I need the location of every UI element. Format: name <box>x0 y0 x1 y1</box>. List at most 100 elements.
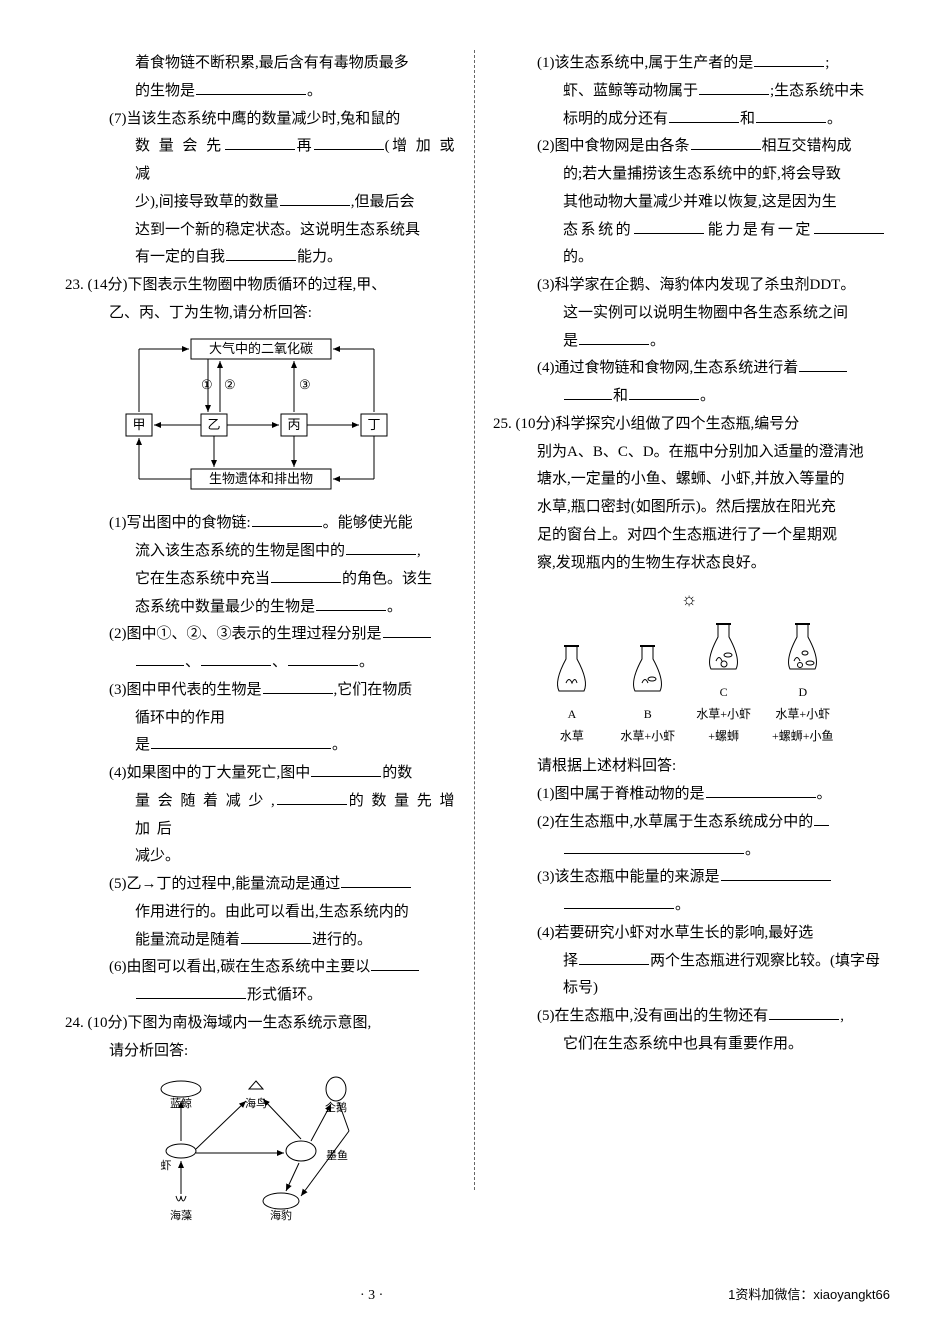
q23-3c: 循环中的作用 <box>65 705 456 733</box>
blank <box>691 135 761 150</box>
c-sub1: 水草+小虾 <box>696 703 751 725</box>
q23-head2: 乙、丙、丁为生物,请分析回答: <box>65 300 456 328</box>
q23-5a: (5)乙→丁的过程中,能量流动是通过 <box>65 871 456 899</box>
q23-4c: 量 会 随 着 减 少 ,的 数 量 先 增 加 后 <box>65 788 456 844</box>
blank <box>277 790 347 805</box>
t: 。 <box>827 111 842 127</box>
blank <box>706 783 816 798</box>
foodweb-svg: 蓝鲸 海鸟 企鹅 虾 墨鱼 海藻 海豹 <box>141 1071 381 1221</box>
q25-5c: 它们在生态系统中也具有重要作用。 <box>493 1031 885 1059</box>
q23-5b: 作用进行的。由此可以看出,生态系统内的 <box>65 899 456 927</box>
t: ;生态系统中未 <box>770 83 864 99</box>
blank <box>699 80 769 95</box>
qie: 企鹅 <box>325 1100 347 1114</box>
blank <box>579 330 649 345</box>
q22-7-b1: 数 量 会 先 <box>135 138 224 154</box>
c-sub2: +螺蛳 <box>696 725 751 747</box>
b-sub: 水草+小虾 <box>620 725 675 747</box>
blank <box>225 135 295 150</box>
haibao: 海豹 <box>270 1208 292 1221</box>
q23-5c: 能量流动是随着进行的。 <box>65 927 456 955</box>
q24-head: 24. (10分)下图为南极海域内一生态系统示意图, <box>65 1010 456 1038</box>
q22-7-b2: 再 <box>296 138 313 154</box>
t: 虾、蓝鲸等动物属于 <box>563 83 698 99</box>
blank <box>341 873 411 888</box>
t: 相互交错构成 <box>762 138 852 154</box>
d-sub1: 水草+小虾 <box>772 703 834 725</box>
blank <box>564 894 674 909</box>
blank <box>754 52 824 67</box>
q24-1e: 标明的成分还有和。 <box>493 106 885 134</box>
a-top: A <box>544 703 599 725</box>
page-number: · 3 · <box>360 1283 383 1309</box>
t: 是 <box>563 333 578 349</box>
q25-h6: 察,发现瓶内的生物生存状态良好。 <box>493 550 885 578</box>
q23-3a: (3)图中甲代表的生物是,它们在物质 <box>65 677 456 705</box>
t: 。 <box>359 654 374 670</box>
blank <box>288 651 358 666</box>
t: 。 <box>675 897 690 913</box>
blank <box>136 651 184 666</box>
topbox-text: 大气中的二氧化碳 <box>208 341 312 356</box>
t: (1)图中属于脊椎动物的是 <box>537 786 705 802</box>
bing: 丙 <box>287 417 300 432</box>
blank <box>280 191 350 206</box>
t: (4)通过食物链和食物网,生态系统进行着 <box>537 360 798 376</box>
t: , <box>417 543 421 559</box>
flask-c: C 水草+小虾 +螺蛳 <box>696 619 751 748</box>
q24-4a: (4)通过食物链和食物网,生态系统进行着 <box>493 355 885 383</box>
t: 是 <box>135 737 150 753</box>
left-column: 着食物链不断积累,最后含有有毒物质最多 的生物是。 (7)当该生态系统中鹰的数量… <box>50 50 475 1190</box>
q25-1: (1)图中属于脊椎动物的是。 <box>493 781 885 809</box>
flask-d: D 水草+小虾 +螺蛳+小鱼 <box>772 619 834 748</box>
q24-2c: 的;若大量捕捞该生态系统中的虾,将会导致 <box>493 161 885 189</box>
flask-b: B 水草+小虾 <box>620 641 675 748</box>
q25-intro: 请根据上述材料回答: <box>493 753 885 781</box>
t: (1)该生态系统中,属于生产者的是 <box>537 55 753 71</box>
q24-head2: 请分析回答: <box>65 1038 456 1066</box>
t: 两个生态瓶进行观察比较。(填字母 <box>650 953 880 969</box>
n1: ① <box>201 377 213 392</box>
q25-3b: 。 <box>493 892 885 920</box>
blank <box>564 385 612 400</box>
q24-1a: (1)该生态系统中,属于生产者的是; <box>493 50 885 78</box>
q24-4b: 和。 <box>493 383 885 411</box>
q23-6b: 形式循环。 <box>65 982 456 1010</box>
diagram-23: 大气中的二氧化碳 生物遗体和排出物 甲 乙 丙 丁 ① <box>65 334 456 505</box>
q22-7-e1: 有一定的自我 <box>135 249 225 265</box>
t: 。 <box>745 842 760 858</box>
q23-2a: (2)图中①、②、③表示的生理过程分别是 <box>65 621 456 649</box>
jia: 甲 <box>132 417 145 432</box>
blank <box>263 679 333 694</box>
diagram-25: ☼ A 水草 B 水草+小虾 C 水 <box>493 583 885 747</box>
t: 。 <box>650 333 665 349</box>
t: 它在生态系统中充当 <box>135 571 270 587</box>
t: (5)在生态瓶中,没有画出的生物还有 <box>537 1008 768 1024</box>
q23-1g: 态系统中数量最少的生物是。 <box>65 594 456 622</box>
q22-cont-2b: 。 <box>307 83 322 99</box>
blank <box>634 219 704 234</box>
q25-h2: 别为A、B、C、D。在瓶中分别加入适量的澄清池 <box>493 439 885 467</box>
blank <box>311 762 381 777</box>
sun-icon: ☼ <box>493 583 885 616</box>
diagram-24: 蓝鲸 海鸟 企鹅 虾 墨鱼 海藻 海豹 <box>65 1071 456 1232</box>
t: ,它们在物质 <box>334 682 413 698</box>
blank <box>669 108 739 123</box>
q23-4a: (4)如果图中的丁大量死亡,图中的数 <box>65 760 456 788</box>
t: 流入该生态系统的生物是图中的 <box>135 543 345 559</box>
q25-2b: 。 <box>493 837 885 865</box>
t: (1)写出图中的食物链: <box>109 515 251 531</box>
blank <box>271 568 341 583</box>
q25-4b: 择两个生态瓶进行观察比较。(填字母 <box>493 948 885 976</box>
flask-a: A 水草 <box>544 641 599 748</box>
n2: ② <box>224 377 236 392</box>
blank <box>814 219 884 234</box>
q22-7-a: (7)当该生态系统中鹰的数量减少时,兔和鼠的 <box>65 106 456 134</box>
moyu: 墨鱼 <box>326 1148 348 1162</box>
t: (2)图中食物网是由各条 <box>537 138 690 154</box>
blank <box>252 512 322 527</box>
blank <box>226 246 296 261</box>
t: 能力是有一定 <box>705 222 813 238</box>
haizao: 海藻 <box>170 1208 192 1221</box>
t: 。 <box>700 388 715 404</box>
